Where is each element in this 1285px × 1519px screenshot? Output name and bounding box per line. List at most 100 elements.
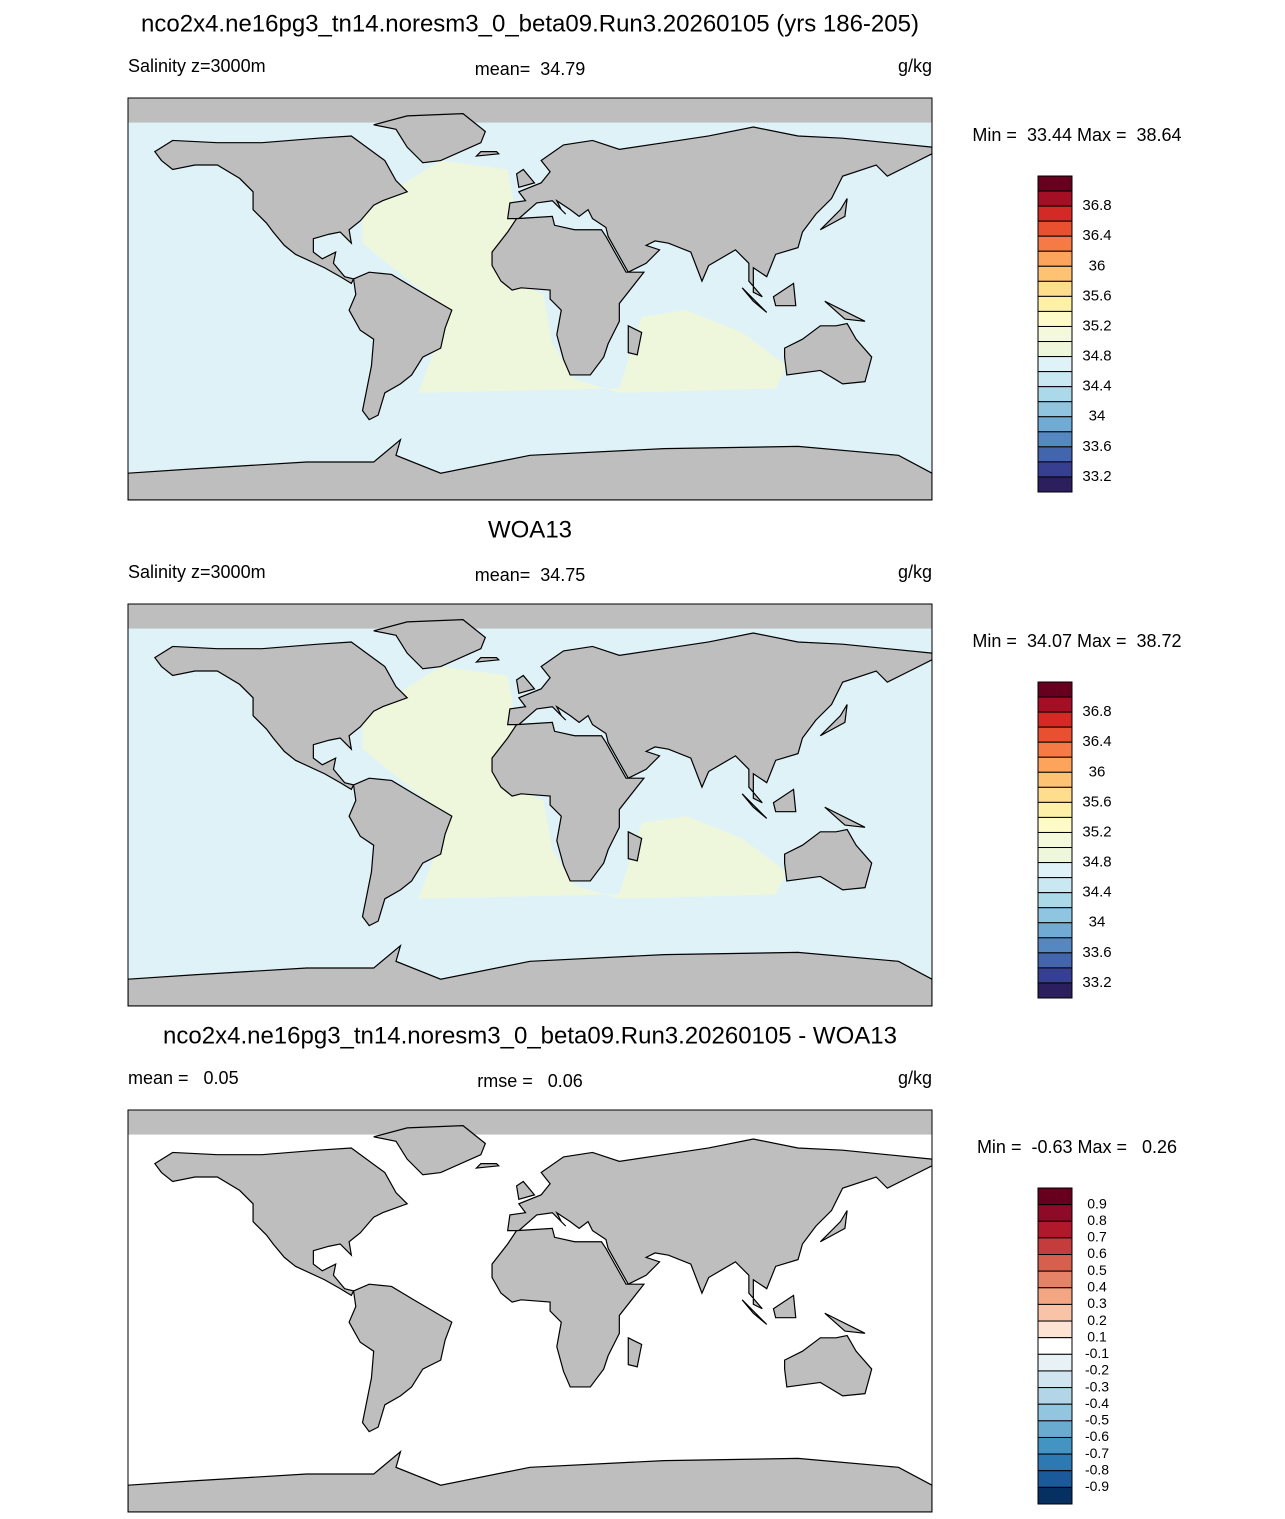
colorbar-box: [1037, 280, 1073, 297]
colorbar-box: [1037, 1237, 1073, 1256]
colorbar-box: [1037, 401, 1073, 418]
colorbar-label: 34.4: [1082, 378, 1111, 395]
colorbar-box: [1037, 250, 1073, 267]
colorbar-box: [1037, 1470, 1073, 1488]
colorbar-label: 35.2: [1082, 823, 1111, 840]
colorbar-box: [1037, 862, 1073, 879]
colorbar-box: [1037, 1320, 1073, 1339]
colorbar-label: 0.7: [1087, 1229, 1107, 1245]
colorbar-box: [1037, 847, 1073, 864]
colorbar-box: [1037, 265, 1073, 282]
colorbar-label: 33.6: [1082, 438, 1111, 455]
colorbar-box: [1037, 295, 1073, 312]
colorbar-label: -0.3: [1085, 1378, 1109, 1394]
colorbar-label: 0.6: [1087, 1245, 1107, 1261]
colorbar-box: [1037, 952, 1073, 969]
colorbar-label: -0.4: [1085, 1395, 1109, 1411]
colorbar-box: [1037, 431, 1073, 448]
panel-heading: nco2x4.ne16pg3_tn14.noresm3_0_beta09.Run…: [141, 10, 919, 37]
colorbar-box: [1037, 907, 1073, 924]
units-label: g/kg: [898, 562, 932, 582]
colorbar-box: [1037, 877, 1073, 894]
colorbar-box: [1037, 341, 1073, 358]
colorbar-box: [1037, 461, 1073, 478]
colorbar-label: 33.2: [1082, 974, 1111, 991]
panel-heading: nco2x4.ne16pg3_tn14.noresm3_0_beta09.Run…: [163, 1022, 897, 1049]
center-label: rmse = 0.06: [477, 1071, 583, 1091]
colorbar-box: [1037, 205, 1073, 222]
colorbar-label: 36.8: [1082, 197, 1111, 214]
colorbar-box: [1037, 310, 1073, 327]
colorbar-label: -0.5: [1085, 1412, 1109, 1428]
colorbar-box: [1037, 1303, 1073, 1322]
colorbar-label: 36.4: [1082, 227, 1111, 244]
min-max: Min = 33.44 Max = 38.64: [972, 125, 1181, 145]
colorbar-box: [1037, 1287, 1073, 1305]
center-label: mean= 34.79: [475, 59, 586, 79]
colorbar-box: [1037, 1270, 1073, 1289]
colorbar-box: [1037, 1204, 1073, 1222]
center-label: mean= 34.75: [475, 565, 586, 585]
colorbar-box: [1037, 325, 1073, 343]
colorbar-box: [1037, 967, 1073, 984]
colorbar-box: [1037, 1337, 1073, 1355]
colorbar-label: 35.6: [1082, 793, 1111, 810]
map-frame: [127, 603, 933, 1007]
colorbar-box: [1037, 756, 1073, 773]
colorbar-label: 0.1: [1087, 1328, 1107, 1344]
panel-heading: WOA13: [488, 516, 572, 543]
colorbar-label: 0.5: [1087, 1262, 1107, 1278]
colorbar-box: [1037, 696, 1073, 713]
colorbar-box: [1037, 416, 1073, 433]
colorbar-label: -0.7: [1085, 1445, 1109, 1461]
colorbar-box: [1037, 741, 1073, 758]
colorbar-label: -0.2: [1085, 1362, 1109, 1378]
left-label: Salinity z=3000m: [128, 562, 266, 582]
colorbar-box: [1037, 220, 1073, 237]
colorbar-box: [1037, 771, 1073, 788]
panel: WOA13 Salinity z=3000m mean= 34.75 g/kg Min …: [128, 516, 1182, 1006]
colorbar-box: [1037, 681, 1073, 698]
colorbar-box: [1037, 476, 1073, 493]
left-label: Salinity z=3000m: [128, 56, 266, 76]
colorbar-label: 36: [1089, 763, 1106, 780]
colorbar-label: 36.4: [1082, 733, 1111, 750]
colorbar-label: 34.4: [1082, 884, 1111, 901]
left-label: mean = 0.05: [128, 1068, 239, 1088]
colorbar-box: [1037, 786, 1073, 803]
units-label: g/kg: [898, 1068, 932, 1088]
colorbar-label: 36.8: [1082, 703, 1111, 720]
colorbar-box: [1037, 922, 1073, 939]
colorbar-box: [1037, 892, 1073, 909]
colorbar-box: [1037, 982, 1073, 999]
colorbar-label: -0.1: [1085, 1345, 1109, 1361]
colorbar-label: 36: [1089, 257, 1106, 274]
colorbar-box: [1037, 801, 1073, 818]
colorbar-box: [1037, 1436, 1073, 1455]
colorbar-label: 0.8: [1087, 1212, 1107, 1228]
colorbar-label: 0.3: [1087, 1295, 1107, 1311]
colorbar-box: [1037, 371, 1073, 388]
panel: nco2x4.ne16pg3_tn14.noresm3_0_beta09.Run…: [128, 10, 1182, 500]
panel: nco2x4.ne16pg3_tn14.noresm3_0_beta09.Run…: [128, 1022, 1177, 1512]
colorbar-box: [1037, 816, 1073, 833]
colorbar-box: [1037, 1486, 1073, 1505]
colorbar-label: 34: [1089, 408, 1106, 425]
colorbar-box: [1037, 1453, 1073, 1472]
colorbar-label: 33.2: [1082, 468, 1111, 485]
colorbar-box: [1037, 446, 1073, 463]
colorbar-label: 33.6: [1082, 944, 1111, 961]
colorbar-label: -0.9: [1085, 1478, 1109, 1494]
colorbar-label: 35.2: [1082, 317, 1111, 334]
colorbar-box: [1037, 1353, 1073, 1372]
colorbar-label: 0.2: [1087, 1312, 1107, 1328]
colorbar-box: [1037, 1387, 1073, 1405]
colorbar-box: [1037, 175, 1073, 192]
colorbar-box: [1037, 1403, 1073, 1422]
colorbar-box: [1037, 1420, 1073, 1438]
colorbar-box: [1037, 711, 1073, 728]
colorbar-box: [1037, 1370, 1073, 1389]
colorbar-box: [1037, 1254, 1073, 1272]
colorbar-label: 34.8: [1082, 854, 1111, 871]
